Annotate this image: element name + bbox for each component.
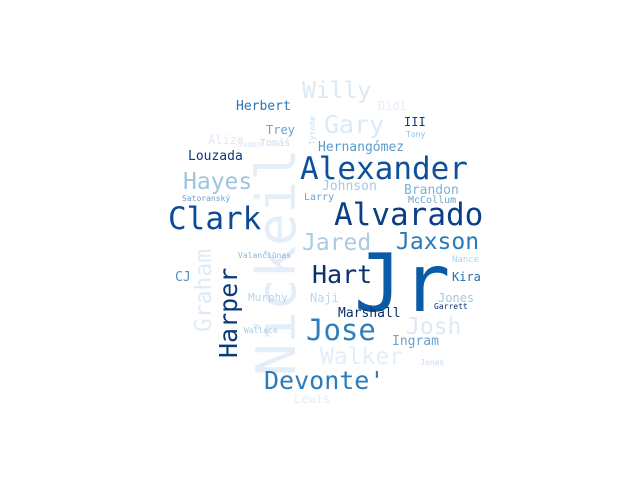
word-johnson: Johnson [322, 179, 377, 194]
word-hart: Hart [312, 260, 373, 289]
word-jaden: Jaden [238, 140, 263, 149]
word-marshall: Marshall [338, 306, 401, 321]
word-satoransky: Satoranský [182, 194, 231, 203]
word-tyrone: Tyrone [308, 116, 317, 145]
word-garrett: Garrett [434, 302, 468, 311]
word-nickeil: Nickeil [245, 148, 308, 376]
word-clark: Clark [168, 201, 262, 237]
word-walker: Walker [320, 344, 404, 370]
word-alvarado: Alvarado [334, 197, 484, 233]
word-larry: Larry [304, 192, 335, 203]
word-devonte: Devonte' [264, 366, 385, 395]
word-tony: Tony [406, 130, 426, 139]
word-gary: Gary [324, 110, 385, 139]
word-didi: Didi [378, 99, 407, 113]
word-hernangomez: Hernangómez [318, 140, 405, 155]
word-jonas: Jonas [420, 358, 445, 367]
word-trey: Trey [266, 123, 295, 137]
word-valanciunas: Valančiūnas [238, 251, 291, 260]
word-naji: Naji [310, 291, 339, 305]
word-tomas: Tomáš [260, 138, 291, 149]
word-louzada: Louzada [188, 149, 243, 164]
word-herbert: Herbert [236, 99, 291, 114]
word-jones: Jones [438, 291, 475, 305]
word-alexander: Alexander [300, 151, 468, 187]
word-harper: Harper [214, 267, 243, 358]
word-mccollum: McCollum [408, 195, 457, 206]
word-josh: Josh [406, 314, 462, 340]
word-jr: Jr [354, 237, 451, 330]
word-nance: Nance [452, 255, 480, 265]
word-ingram: Ingram [392, 334, 439, 349]
word-brandon: Brandon [404, 183, 459, 198]
word-murphy: Murphy [248, 291, 288, 304]
word-alize: Alize [208, 133, 245, 147]
word-willy: Willy [302, 78, 372, 104]
word-jaxson: Jaxson [396, 229, 480, 255]
word-jose: Jose [306, 313, 376, 347]
word-wallace: Wallace [244, 326, 278, 335]
word-graham: Graham [191, 248, 217, 332]
word-iii: III [404, 115, 426, 129]
word-lewis: Lewis [294, 392, 331, 406]
word-hayes: Hayes [183, 169, 253, 195]
word-kira: Kira [452, 270, 481, 284]
word-jared: Jared [302, 230, 372, 256]
word-cj: CJ [175, 270, 191, 285]
